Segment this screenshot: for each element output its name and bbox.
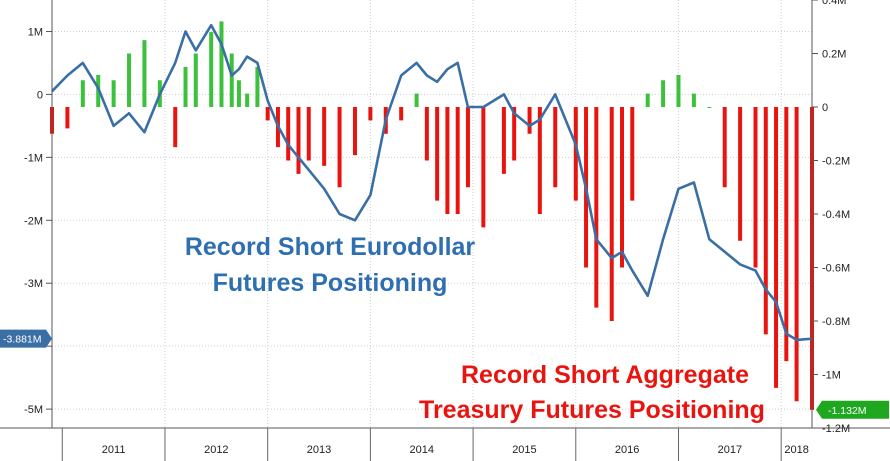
bar — [794, 107, 799, 402]
bar — [630, 107, 635, 201]
right-tick-label: -0.8M — [822, 316, 850, 328]
bar — [774, 107, 779, 388]
bar-value-flag-label: -1.132M — [828, 405, 867, 417]
bar — [537, 107, 542, 214]
left-tick-label: -1M — [24, 152, 43, 164]
bar — [414, 93, 419, 107]
right-tick-label: -0.4M — [822, 209, 850, 221]
bar — [219, 21, 224, 107]
bar-annotation-line-2: Treasury Futures Positioning — [419, 396, 765, 424]
right-tick-label: -1M — [822, 370, 841, 382]
bar — [620, 107, 624, 268]
bar — [229, 53, 234, 107]
left-tick-label: -2M — [24, 215, 43, 227]
right-tick-label: 0.2M — [822, 49, 846, 61]
right-axis-ticks: 0.4M 0.2M 0 -0.2M -0.4M -0.6M -0.8M -1M -1.2M — [812, 0, 850, 435]
bar — [763, 107, 768, 335]
bar — [424, 107, 429, 161]
bar — [193, 53, 198, 107]
bar — [65, 107, 70, 129]
right-tick-label: 0 — [822, 102, 828, 114]
line-value-flag: -3.881M — [0, 329, 52, 348]
bar — [527, 107, 532, 134]
left-tick-label: 0 — [37, 89, 43, 101]
bar — [368, 107, 373, 121]
bar-value-flag-shape — [816, 400, 889, 419]
bar — [661, 80, 666, 107]
bar — [553, 107, 558, 188]
x-tick-label: 2011 — [102, 444, 126, 456]
bar — [707, 107, 712, 108]
bar — [501, 107, 506, 174]
eurodollar-line — [51, 23, 813, 342]
right-tick-label: -0.2M — [822, 156, 850, 168]
bar — [352, 107, 357, 156]
bar — [465, 107, 470, 188]
x-tick-label: 2018 — [784, 444, 808, 456]
bar — [127, 53, 132, 107]
bar — [236, 80, 241, 107]
bar — [753, 107, 758, 268]
left-tick-label: 1M — [28, 26, 43, 38]
bar — [265, 107, 270, 121]
x-tick-label: 2015 — [512, 444, 536, 456]
bar-value-flag: -1.132M — [816, 400, 889, 419]
left-axis-ticks: 1M 0 -1M -2M -3M -5M — [24, 26, 52, 416]
bar — [435, 107, 440, 201]
bar — [609, 107, 614, 321]
line-value-flag-label: -3.881M — [3, 334, 42, 346]
left-tick-label: -3M — [24, 278, 43, 290]
bar — [173, 107, 178, 148]
bar — [784, 107, 789, 362]
bar — [306, 107, 311, 161]
bar — [445, 107, 450, 214]
bar — [512, 107, 517, 161]
bar-annotation-line-1: Record Short Aggregate — [461, 361, 749, 389]
bar — [111, 80, 116, 107]
bar — [594, 107, 599, 308]
bar — [209, 32, 214, 107]
bar — [573, 107, 578, 201]
bar — [722, 107, 727, 188]
bar — [322, 107, 327, 166]
bar — [645, 93, 650, 107]
bar — [286, 107, 291, 161]
bar — [245, 93, 250, 107]
bar — [691, 93, 696, 107]
right-tick-label: -1.2M — [822, 423, 850, 435]
left-tick-label: -5M — [24, 404, 43, 416]
line-annotation-line-1: Record Short Eurodollar — [185, 233, 476, 261]
x-tick-label: 2016 — [615, 444, 639, 456]
bar — [183, 66, 188, 107]
right-tick-label: -0.6M — [822, 263, 850, 275]
bar — [738, 107, 743, 241]
bar — [142, 40, 147, 107]
bar — [455, 107, 460, 214]
line-annotation-line-2: Futures Positioning — [213, 269, 448, 297]
x-tick-label: 2014 — [409, 444, 433, 456]
x-tick-label: 2013 — [307, 444, 331, 456]
line-value-flag-shape — [0, 329, 52, 348]
bar — [676, 74, 681, 107]
x-axis-ticks: 2011 2012 2013 2014 2015 2016 2017 2018 — [61, 428, 809, 461]
x-tick-label: 2017 — [718, 444, 742, 456]
right-tick-label: 0.4M — [822, 0, 846, 7]
bar — [481, 107, 486, 228]
x-tick-label: 2012 — [204, 444, 228, 456]
bar — [255, 66, 260, 107]
gridlines — [52, 0, 812, 428]
bar — [296, 107, 301, 174]
eurodollar-line-group — [51, 23, 813, 342]
bar — [80, 80, 85, 107]
bar — [399, 107, 404, 121]
bar — [337, 107, 342, 188]
